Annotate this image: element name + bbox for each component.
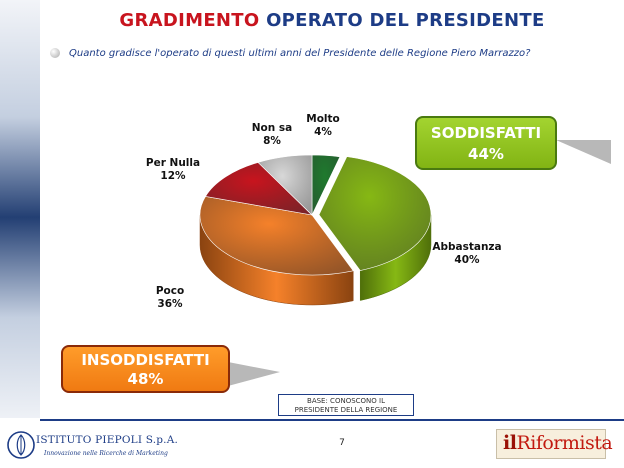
label-abbastanza: Abbastanza 40% — [427, 241, 507, 267]
soddisfatti-label: SODDISFATTI — [430, 124, 542, 142]
insoddisfatti-box: INSODDISFATTI 48% — [61, 345, 230, 393]
page-title: GRADIMENTO OPERATO DEL PRESIDENTE — [40, 10, 624, 31]
riformista-logo: ilRiformista — [496, 429, 613, 459]
label-per-nulla-name: Per Nulla — [145, 157, 201, 169]
question-text: Quanto gradisce l'operato di questi ulti… — [69, 48, 531, 59]
base-note-line2: PRESIDENTE DELLA REGIONE — [294, 406, 398, 414]
sidebar-gradient — [0, 0, 40, 418]
label-non-sa-name: Non sa — [251, 122, 293, 134]
label-poco-name: Poco — [155, 285, 185, 297]
base-note-line1: BASE: CONOSCONO IL — [307, 397, 385, 405]
label-non-sa: Non sa 8% — [244, 122, 300, 148]
pie-slice-non-sa — [257, 154, 313, 216]
bullet-icon — [50, 48, 60, 58]
piepoli-logo: ISTITUTO PIEPOLI S.p.A. Innovazione nell… — [4, 428, 194, 464]
piepoli-name: ISTITUTO PIEPOLI S.p.A. — [36, 434, 179, 446]
pie-slice-per-nulla — [204, 162, 313, 216]
survey-question: Quanto gradisce l'operato di questi ulti… — [50, 48, 620, 59]
title-part-red: GRADIMENTO — [119, 10, 260, 31]
label-molto-value: 4% — [314, 126, 332, 138]
callout-shadow-right — [556, 140, 611, 164]
base-note: BASE: CONOSCONO IL PRESIDENTE DELLA REGI… — [278, 394, 414, 416]
piepoli-emblem-icon — [7, 431, 35, 459]
callout-shadow-left — [228, 362, 280, 386]
label-non-sa-value: 8% — [263, 135, 281, 147]
riformista-name: Riformista — [516, 432, 613, 454]
label-per-nulla-value: 12% — [160, 170, 186, 182]
label-poco: Poco 36% — [140, 285, 200, 311]
label-molto-name: Molto — [306, 113, 340, 125]
insoddisfatti-value: 48% — [127, 370, 164, 388]
label-per-nulla: Per Nulla 12% — [138, 157, 208, 183]
title-part-blue: OPERATO DEL PRESIDENTE — [266, 10, 545, 31]
soddisfatti-value: 44% — [468, 145, 504, 163]
page-number: 7 — [339, 438, 345, 448]
insoddisfatti-label: INSODDISFATTI — [81, 351, 210, 369]
label-abbastanza-name: Abbastanza — [432, 241, 502, 253]
pie-slice-poco — [199, 196, 354, 276]
soddisfatti-box: SODDISFATTI 44% — [415, 116, 557, 170]
riformista-wordmark: ilRiformista — [503, 432, 613, 454]
riformista-il: il — [503, 432, 517, 454]
label-abbastanza-value: 40% — [454, 254, 480, 266]
label-poco-value: 36% — [157, 298, 183, 310]
footer-divider — [40, 419, 624, 421]
pie-slice-abbastanza — [318, 156, 432, 271]
label-molto: Molto 4% — [300, 113, 346, 139]
piepoli-tagline: Innovazione nelle Ricerche di Marketing — [44, 450, 168, 457]
